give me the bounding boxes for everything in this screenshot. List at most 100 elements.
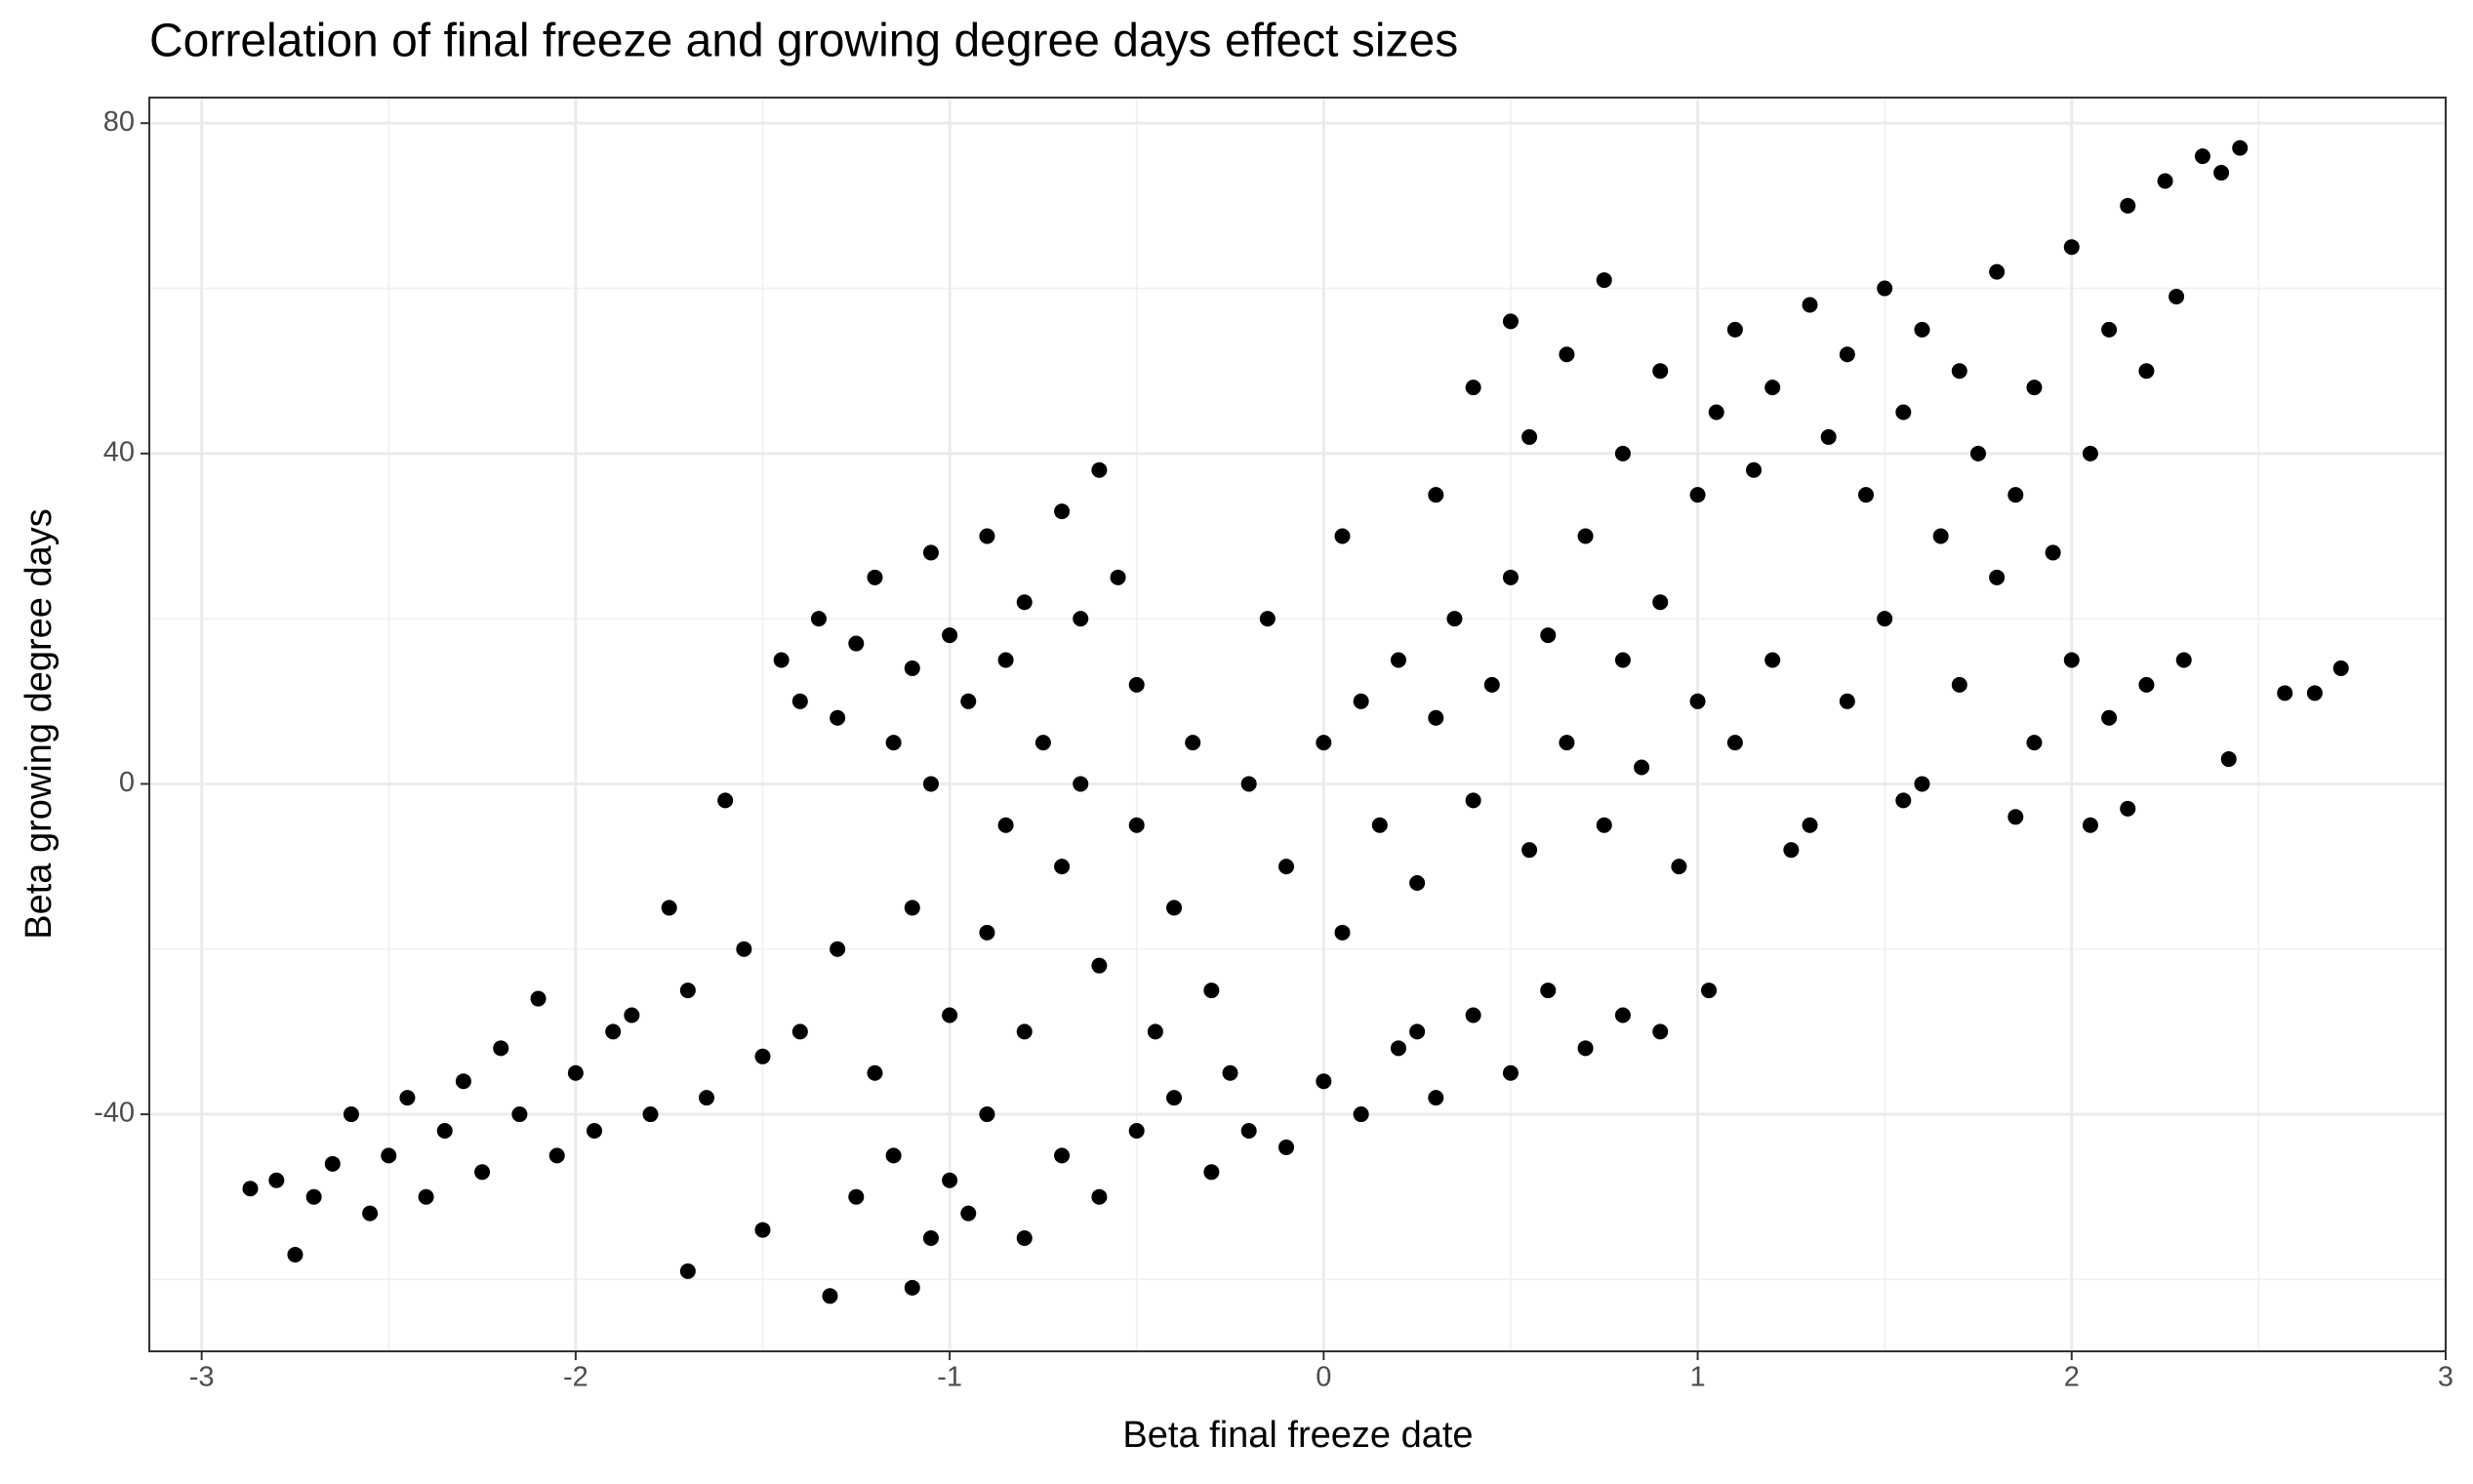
point (736, 941, 752, 957)
point (1128, 817, 1145, 833)
point (2007, 487, 2024, 503)
point (1428, 487, 1444, 503)
point (2194, 148, 2210, 165)
chart-title: Correlation of final freeze and growing … (149, 16, 1458, 67)
point (1989, 263, 2006, 280)
point (1054, 1147, 1071, 1164)
point (1521, 428, 1538, 445)
point (679, 983, 696, 999)
point (1726, 321, 1743, 338)
point (1390, 652, 1406, 668)
y-axis-title: Beta growing degree days (19, 508, 60, 940)
point (979, 924, 995, 941)
point (2063, 652, 2080, 668)
point (1259, 611, 1276, 627)
point (1316, 1073, 1332, 1090)
point (1701, 983, 1718, 999)
point (1932, 528, 1949, 544)
point (2138, 363, 2155, 380)
point (1185, 735, 1201, 751)
point (1839, 693, 1855, 709)
point (381, 1147, 397, 1164)
point (1802, 297, 1818, 313)
point (810, 611, 827, 627)
point (1091, 461, 1108, 478)
point (922, 1230, 939, 1247)
point (1914, 321, 1930, 338)
point (2026, 380, 2043, 396)
point (1409, 1023, 1426, 1040)
point (1989, 569, 2006, 585)
point (1091, 1188, 1108, 1205)
point (305, 1188, 322, 1205)
point (1895, 792, 1912, 809)
point (530, 990, 547, 1007)
point (1951, 363, 1967, 380)
point (642, 1106, 659, 1123)
point (493, 1040, 509, 1057)
point (1671, 859, 1687, 875)
point (1128, 1122, 1145, 1139)
x-tick-label: 0 (1316, 1362, 1331, 1393)
plot-border (148, 97, 2447, 1352)
point (1222, 1064, 1238, 1081)
point (2120, 800, 2136, 817)
point (997, 817, 1014, 833)
point (1203, 983, 1220, 999)
point (548, 1147, 565, 1164)
point (2101, 709, 2118, 726)
point (1428, 1090, 1444, 1106)
point (1614, 1007, 1631, 1023)
point (942, 1172, 958, 1188)
point (1240, 776, 1257, 792)
point (418, 1188, 434, 1205)
point (1877, 611, 1893, 627)
point (1334, 924, 1351, 941)
point (1540, 983, 1557, 999)
point (605, 1023, 622, 1040)
point (287, 1246, 304, 1263)
x-tick-label: -2 (563, 1362, 588, 1393)
point (773, 652, 790, 668)
point (324, 1155, 341, 1172)
point (1708, 404, 1724, 421)
point (587, 1122, 603, 1139)
point (1746, 461, 1763, 478)
point (904, 900, 920, 916)
point (904, 660, 920, 676)
point (1614, 652, 1631, 668)
point (567, 1064, 584, 1081)
point (1073, 611, 1089, 627)
point (1877, 280, 1893, 297)
x-tick-label: 3 (2438, 1362, 2453, 1393)
point (1128, 676, 1145, 693)
point (511, 1106, 528, 1123)
point (1110, 569, 1126, 585)
point (1652, 363, 1669, 380)
point (1502, 1064, 1519, 1081)
point (1951, 676, 1967, 693)
point (822, 1288, 838, 1304)
point (960, 1205, 977, 1222)
point (474, 1164, 491, 1181)
point (1353, 693, 1369, 709)
point (717, 792, 734, 809)
point (1409, 875, 1426, 892)
point (2082, 817, 2098, 833)
point (848, 635, 865, 652)
x-tick-label: -1 (937, 1362, 962, 1393)
point (830, 709, 846, 726)
point (979, 1106, 995, 1123)
point (2045, 544, 2061, 561)
point (1559, 735, 1575, 751)
point (624, 1007, 640, 1023)
point (1240, 1122, 1257, 1139)
point (1577, 1040, 1594, 1057)
point (2120, 197, 2136, 214)
point (1034, 735, 1051, 751)
point (2063, 239, 2080, 256)
point (1316, 735, 1332, 751)
point (1016, 594, 1033, 611)
point (2306, 685, 2323, 702)
point (848, 1188, 865, 1205)
